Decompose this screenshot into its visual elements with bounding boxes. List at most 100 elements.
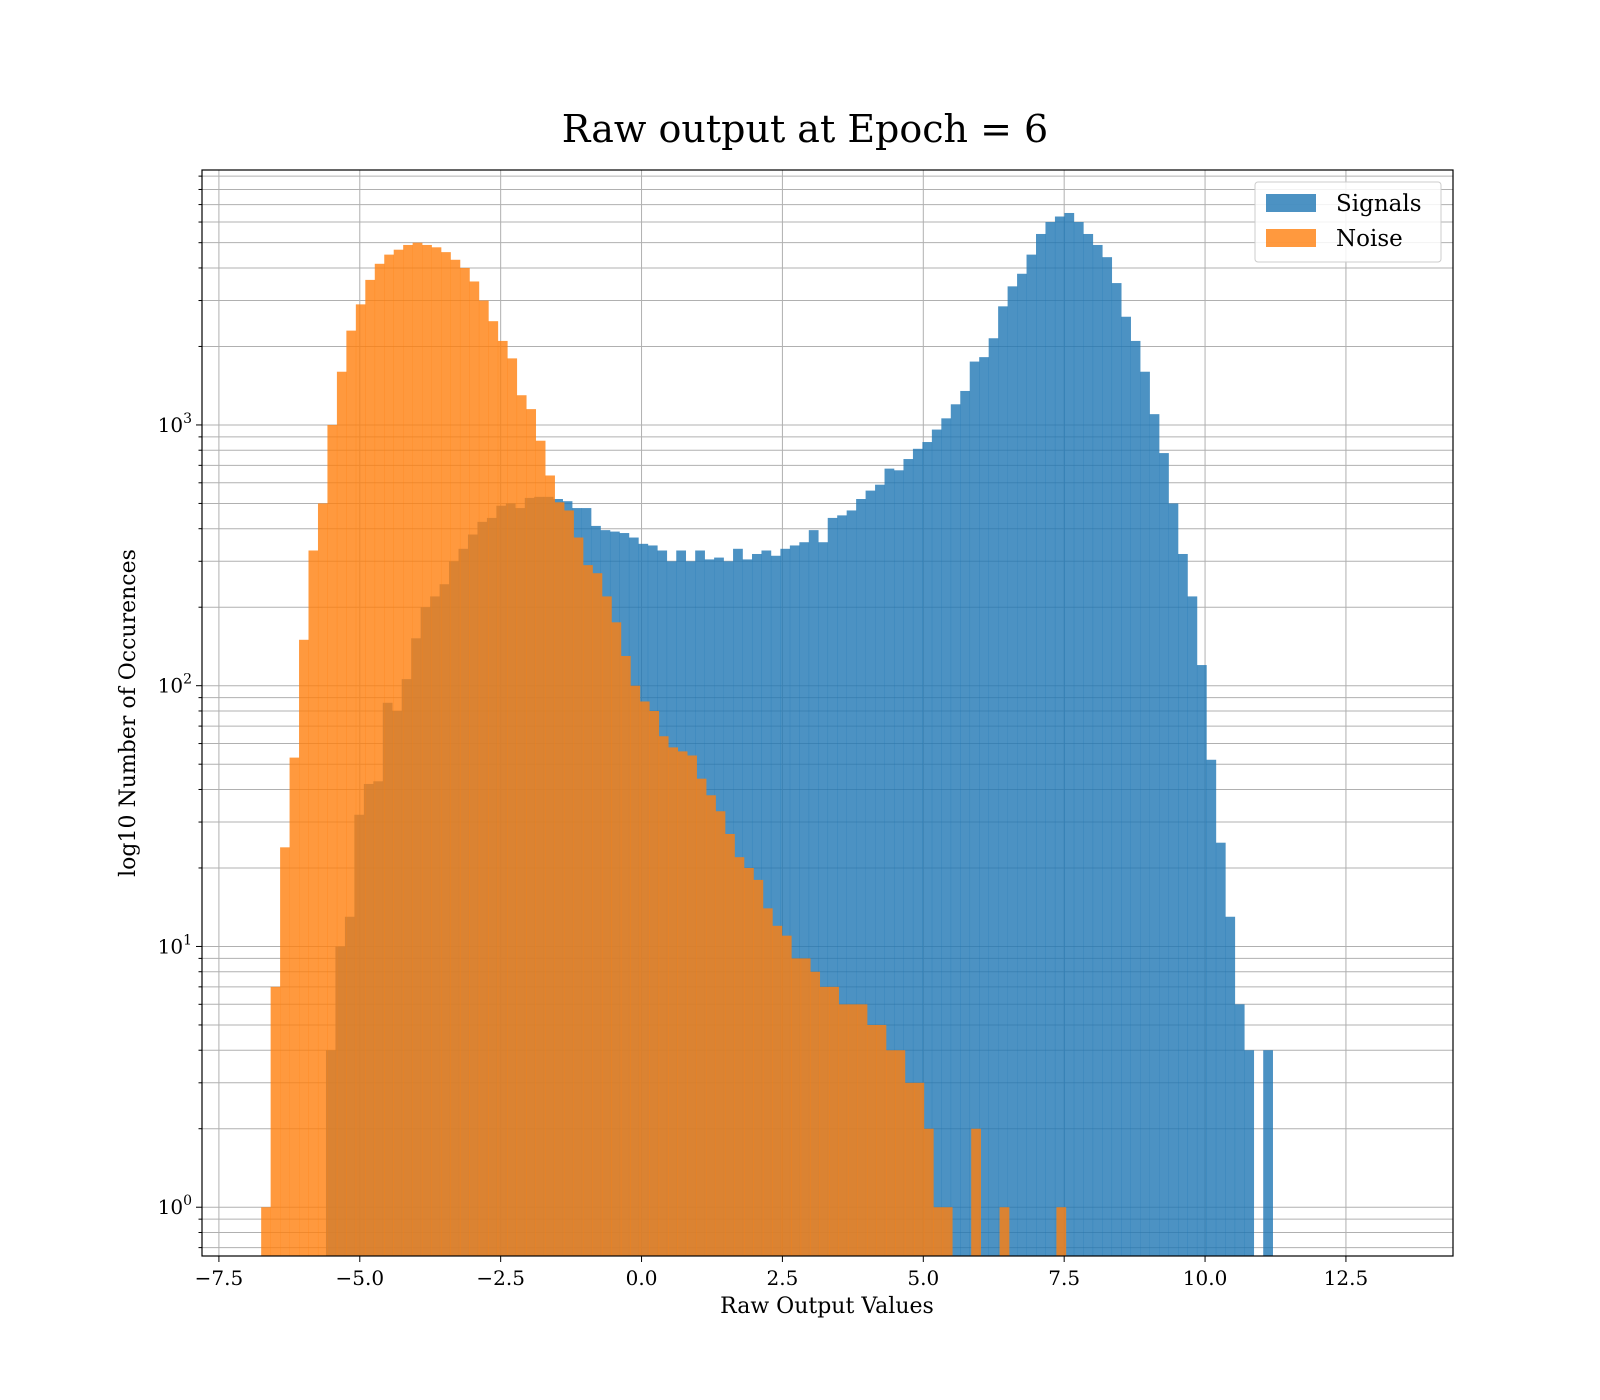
bar-noise — [583, 565, 593, 1256]
bar-signals — [1092, 244, 1103, 1256]
bar-noise — [734, 857, 745, 1256]
bar-noise — [270, 986, 281, 1256]
bar-noise — [365, 279, 376, 1256]
bar-signals — [1073, 222, 1084, 1257]
bar-signals — [1007, 286, 1018, 1256]
x-axis-ticks: −7.5 −5.0 −2.5 0.0 2.5 5.0 7.5 10.0 12.5 — [195, 1256, 1369, 1290]
bar-signals — [1206, 759, 1217, 1256]
bar-noise — [431, 247, 442, 1256]
bar-noise — [725, 833, 735, 1256]
bar-noise — [545, 475, 555, 1256]
bar-noise — [299, 639, 309, 1256]
bar-noise — [564, 510, 574, 1257]
bar-signals — [846, 510, 857, 1257]
bar-noise — [706, 795, 716, 1256]
bar-signals — [789, 545, 800, 1256]
bar-noise — [346, 330, 357, 1256]
histogram-bars — [261, 212, 1273, 1257]
bar-noise — [327, 424, 338, 1256]
bar-signals — [799, 542, 810, 1256]
bar-signals — [1140, 371, 1150, 1256]
bar-signals — [865, 490, 876, 1256]
series-noise — [261, 242, 1067, 1257]
bar-signals — [1121, 316, 1131, 1256]
bar-noise — [971, 1128, 981, 1256]
bar-noise — [422, 244, 432, 1256]
x-tick-label: 12.5 — [1324, 1266, 1369, 1290]
bar-noise — [592, 573, 603, 1256]
bar-noise — [781, 935, 792, 1256]
bar-noise — [535, 440, 546, 1256]
bar-signals — [1102, 257, 1113, 1256]
bar-signals — [761, 550, 772, 1256]
bar-noise — [857, 1004, 868, 1256]
legend-label-noise: Noise — [1336, 226, 1403, 252]
bar-signals — [1036, 233, 1046, 1257]
bar-noise — [942, 1207, 953, 1256]
bar-noise — [620, 655, 631, 1256]
bar-noise — [488, 321, 499, 1257]
bar-noise — [867, 1024, 877, 1256]
bar-signals — [780, 548, 791, 1256]
bar-noise — [516, 395, 527, 1256]
bar-signals — [856, 499, 866, 1256]
bar-noise — [753, 879, 764, 1256]
y-axis-ticks: 100 101 102 103 — [158, 175, 202, 1249]
bar-signals — [941, 418, 952, 1256]
bar-noise — [658, 736, 669, 1256]
bar-signals — [912, 448, 923, 1257]
y-tick-label: 101 — [158, 932, 192, 958]
bar-signals — [875, 484, 885, 1256]
bar-noise — [450, 259, 461, 1256]
bar-signals — [1054, 216, 1065, 1256]
bar-noise — [895, 1050, 906, 1256]
y-tick-label: 103 — [158, 411, 192, 437]
bar-noise — [677, 751, 688, 1256]
y-axis-label: log10 Number of Occurences — [116, 549, 141, 877]
bar-signals — [1168, 503, 1179, 1257]
bar-signals — [1178, 553, 1188, 1256]
bar-signals — [998, 306, 1008, 1256]
x-tick-label: −7.5 — [195, 1266, 244, 1290]
bar-signals — [1149, 414, 1160, 1257]
bar-signals — [1215, 842, 1226, 1256]
bar-noise — [336, 371, 347, 1256]
bar-noise — [848, 1004, 858, 1256]
bar-noise — [478, 300, 489, 1256]
x-tick-label: −5.0 — [335, 1266, 384, 1290]
bar-noise — [355, 304, 366, 1256]
bar-signals — [1159, 453, 1169, 1256]
bar-signals — [969, 361, 980, 1256]
bar-noise — [573, 537, 584, 1256]
bar-signals — [1225, 916, 1236, 1256]
x-tick-label: 2.5 — [767, 1266, 799, 1290]
x-axis-label: Raw Output Values — [720, 1294, 934, 1319]
bar-signals — [818, 542, 829, 1256]
bar-noise — [743, 867, 754, 1256]
bar-signals — [988, 338, 999, 1256]
bar-noise — [280, 847, 290, 1256]
bar-signals — [1026, 254, 1037, 1256]
legend: Signals Noise — [1254, 181, 1442, 263]
bar-noise — [800, 958, 811, 1256]
bar-signals — [837, 515, 847, 1256]
bar-noise — [904, 1082, 915, 1256]
bar-signals — [1130, 340, 1141, 1257]
bar-noise — [819, 986, 830, 1256]
bar-signals — [922, 442, 933, 1256]
bar-noise — [933, 1207, 944, 1256]
legend-swatch-signals — [1266, 194, 1316, 212]
x-tick-label: 10.0 — [1183, 1266, 1228, 1290]
bar-noise — [715, 811, 726, 1256]
bar-noise — [317, 503, 328, 1257]
bar-signals — [808, 530, 819, 1256]
bar-noise — [601, 596, 612, 1256]
bar-noise — [497, 340, 508, 1257]
chart-title: Raw output at Epoch = 6 — [562, 107, 1048, 151]
bar-signals — [1234, 1004, 1245, 1256]
bar-noise — [914, 1082, 925, 1256]
bar-signals — [1111, 283, 1122, 1256]
bar-noise — [838, 1004, 849, 1256]
